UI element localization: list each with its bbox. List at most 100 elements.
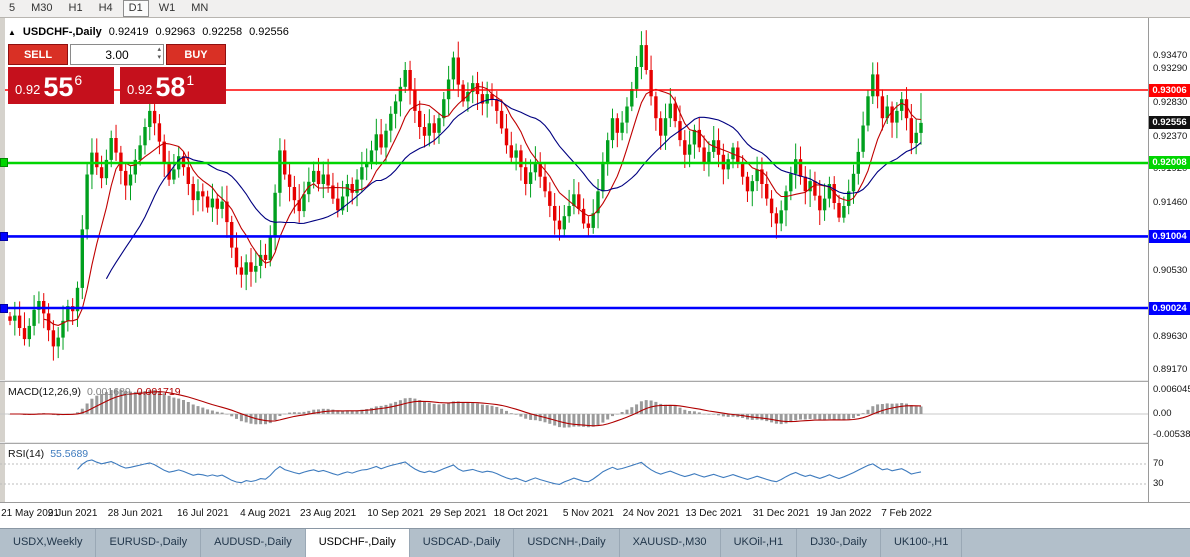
- candle: [586, 216, 591, 236]
- rsi-line: [77, 459, 922, 485]
- candle: [914, 119, 918, 155]
- candle: [789, 166, 793, 201]
- macd-indicator-label: MACD(12,26,9) 0.001689 0.001719: [8, 386, 181, 398]
- date-axis-label: 29 Sep 2021: [429, 508, 487, 519]
- chart-tab-eurusd-daily[interactable]: EURUSD-,Daily: [96, 529, 202, 557]
- candle: [919, 93, 923, 145]
- chart-tab-uk100-h1[interactable]: UK100-,H1: [881, 529, 963, 557]
- candle: [384, 123, 388, 162]
- bid-price-digits: 55: [43, 72, 74, 102]
- candle: [712, 126, 716, 158]
- candle: [157, 114, 162, 155]
- macd-name: MACD(12,26,9): [8, 386, 81, 398]
- chart-left-margin: [0, 18, 5, 502]
- timeframe-button-mn[interactable]: MN: [191, 2, 209, 14]
- candle: [630, 81, 634, 112]
- ask-price-button[interactable]: 0.92 58 1: [120, 67, 226, 104]
- chart-tab-ukoil-h1[interactable]: UKOil-,H1: [721, 529, 798, 557]
- chart-tab-audusd-daily[interactable]: AUDUSD-,Daily: [201, 529, 306, 557]
- candle: [99, 155, 104, 189]
- candle: [278, 138, 282, 207]
- candle: [114, 124, 118, 161]
- candle: [152, 100, 157, 136]
- candle: [355, 169, 359, 207]
- candle: [697, 117, 701, 153]
- sell-button[interactable]: SELL: [8, 44, 68, 65]
- price-chart: [5, 30, 1148, 361]
- bid-price-prefix: 0.92: [15, 82, 41, 97]
- stepper-up-icon[interactable]: ▴: [157, 46, 161, 53]
- candle: [225, 185, 229, 238]
- macd-signal-value: 0.001719: [136, 386, 181, 398]
- candle: [726, 153, 730, 180]
- chart-tab-usdx-weekly[interactable]: USDX,Weekly: [0, 529, 97, 557]
- panel-separator[interactable]: [0, 380, 1190, 382]
- candle: [499, 99, 504, 134]
- candle: [398, 77, 403, 117]
- candle: [524, 158, 528, 196]
- stepper-down-icon[interactable]: ▾: [157, 54, 161, 61]
- panel-separator[interactable]: [0, 442, 1190, 444]
- candle: [842, 196, 846, 223]
- timeframe-button-h1[interactable]: H1: [68, 2, 83, 14]
- candle: [427, 109, 431, 147]
- candle: [408, 60, 412, 105]
- volume-value: 3.00: [105, 47, 129, 62]
- timeframe-button-5[interactable]: 5: [9, 2, 16, 14]
- candle: [528, 159, 533, 198]
- candle: [885, 95, 889, 124]
- candle: [514, 143, 518, 171]
- candle: [418, 100, 422, 139]
- candle: [263, 243, 268, 269]
- chart-tab-dj30-daily[interactable]: DJ30-,Daily: [797, 529, 881, 557]
- date-axis-label: 5 Nov 2021: [562, 508, 614, 519]
- candle: [128, 166, 133, 201]
- buy-button[interactable]: BUY: [166, 44, 226, 65]
- candle: [818, 180, 822, 225]
- candle: [798, 146, 803, 185]
- candle: [553, 193, 557, 235]
- candle: [442, 92, 446, 127]
- candle: [644, 30, 648, 75]
- candle: [702, 135, 706, 171]
- candle: [803, 166, 807, 205]
- ohlc-low: 0.92258: [202, 26, 243, 38]
- candle: [220, 186, 224, 219]
- candle: [244, 254, 248, 291]
- candle: [109, 130, 113, 168]
- chart-tab-usdcnh-daily[interactable]: USDCNH-,Daily: [514, 529, 620, 557]
- candle: [326, 158, 330, 193]
- candle: [422, 114, 427, 148]
- candle: [403, 62, 407, 93]
- candle: [890, 101, 894, 138]
- chart-tab-xauusd-m30[interactable]: XAUUSD-,M30: [620, 529, 721, 557]
- chart-title: ▲ USDCHF-,Daily 0.92419 0.92963 0.92258 …: [8, 26, 289, 38]
- candle: [119, 145, 123, 185]
- chart-tab-usdcad-daily[interactable]: USDCAD-,Daily: [410, 529, 515, 557]
- ohlc-close: 0.92556: [249, 26, 289, 38]
- volume-stepper[interactable]: ▴ ▾: [157, 46, 161, 62]
- candle: [837, 194, 841, 223]
- candle: [827, 176, 832, 208]
- candle: [437, 112, 441, 144]
- timeframe-button-d1[interactable]: D1: [122, 0, 149, 17]
- candle: [856, 138, 860, 185]
- date-axis-label: 7 Feb 2022: [881, 508, 932, 519]
- candle: [389, 106, 393, 143]
- candle: [847, 179, 851, 215]
- one-click-panel-toggle-icon[interactable]: ▲: [8, 27, 16, 37]
- chart-tab-usdchf-daily[interactable]: USDCHF-,Daily: [305, 529, 410, 557]
- macd-signal-line: [10, 391, 922, 427]
- price-axis[interactable]: [1148, 18, 1190, 502]
- bid-price-button[interactable]: 0.92 55 6: [8, 67, 114, 104]
- volume-input[interactable]: 3.00 ▴ ▾: [70, 44, 164, 65]
- timeframe-button-h4[interactable]: H4: [98, 2, 113, 14]
- macd-histogram: [8, 389, 923, 428]
- date-axis[interactable]: 21 May 2021 9 Jun 2021 28 Jun 2021 16 Jul 2…: [0, 502, 1190, 528]
- candle: [490, 83, 494, 107]
- timeframe-button-w1[interactable]: W1: [158, 2, 176, 14]
- candle: [740, 155, 745, 185]
- candle: [287, 163, 292, 202]
- timeframe-button-m30[interactable]: M30: [31, 2, 53, 14]
